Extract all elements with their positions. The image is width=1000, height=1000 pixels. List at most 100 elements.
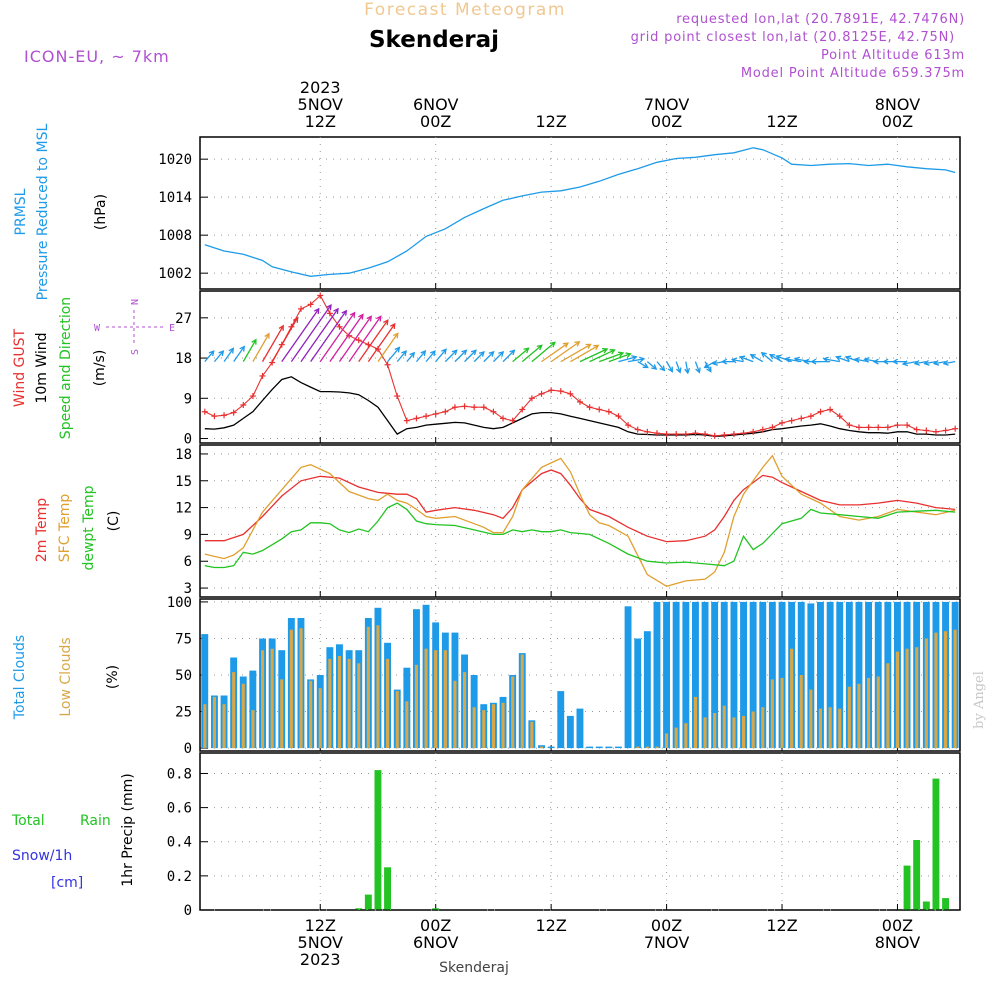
- wind-arrow-head: [264, 332, 270, 339]
- time-bottom-label: 8NOV: [875, 933, 920, 952]
- low-cloud-bar: [857, 683, 861, 749]
- temp-ytick-label: 18: [175, 447, 192, 463]
- wind-direction-arrow: [704, 361, 716, 368]
- low-cloud-bar: [953, 629, 957, 749]
- total-cloud-bar: [566, 715, 574, 749]
- precip-axis-label: 1hr Precip (mm): [120, 773, 136, 886]
- wind-direction-arrow: [406, 352, 415, 363]
- precip-ytick-label: 0.2: [167, 869, 192, 885]
- credit-watermark: by Angel: [972, 671, 987, 729]
- wind-direction-arrow: [367, 323, 396, 363]
- wind-arrow-head: [793, 356, 801, 363]
- wind-arrow-head: [478, 350, 485, 357]
- temperature-plot: [204, 454, 956, 588]
- wind-arrow-head: [775, 354, 782, 361]
- wind-arrow-head: [366, 315, 372, 322]
- total-cloud-bar: [807, 603, 815, 749]
- wind-arrow-head: [651, 364, 658, 370]
- wind-arrow-head: [706, 366, 712, 373]
- wind-direction-arrow: [656, 361, 665, 371]
- wind-panel: 0 9 18 27: [175, 290, 961, 448]
- low-cloud-bar: [241, 683, 245, 749]
- wind-arrow-head: [913, 359, 920, 366]
- wind-arrow-head: [932, 359, 940, 366]
- wind-direction-arrow: [550, 341, 580, 363]
- low-cloud-bar: [867, 677, 871, 749]
- time-top-label: 7NOV: [644, 95, 689, 114]
- wind-arrow-head: [420, 350, 427, 357]
- wind-direction-arrow: [776, 355, 792, 363]
- wind-arrow-head: [844, 355, 852, 362]
- time-bottom-label: 00Z: [420, 916, 451, 935]
- wind-arrow-head: [470, 349, 477, 356]
- time-top-label: 12Z: [305, 112, 336, 131]
- wind-arrow-head: [376, 315, 382, 322]
- pressure-grid: [200, 137, 960, 289]
- wind-direction-arrow: [213, 350, 224, 363]
- wind-arrow-head: [721, 358, 728, 365]
- temp-ytick-label: 3: [184, 581, 192, 597]
- model-altitude: Model Point Altitude 659.375m: [741, 66, 965, 81]
- wind-ytick-label: 0: [184, 432, 192, 448]
- wind-arrow-head: [208, 350, 215, 357]
- total-cloud-bar: [874, 601, 882, 749]
- low-clouds-label: Low Clouds: [58, 637, 74, 716]
- low-cloud-bar: [915, 647, 919, 748]
- wind-arrow-head: [585, 343, 592, 350]
- wind-direction-arrow: [204, 350, 215, 363]
- clouds-plot: [201, 601, 959, 749]
- wind-direction-arrow: [531, 341, 556, 363]
- wind-direction-arrow: [608, 353, 631, 363]
- time-top-label: 5NOV: [298, 95, 343, 114]
- total-cloud-bar: [547, 746, 555, 749]
- wind-arrow-head: [383, 319, 389, 326]
- wind-arrow-head: [409, 351, 416, 358]
- low-cloud-bar: [847, 686, 851, 749]
- wind-direction-arrow: [310, 310, 347, 363]
- low-cloud-bar: [655, 746, 659, 749]
- low-cloud-bar: [751, 711, 755, 748]
- wind-direction-arrow: [903, 360, 917, 365]
- wind-arrow-head: [292, 316, 299, 323]
- wind-direction-arrow: [836, 356, 850, 363]
- wind-arrow-head: [760, 351, 767, 358]
- total-cloud-bar: [701, 601, 709, 749]
- wind-arrow-head: [625, 352, 632, 358]
- temp-ytick-label: 15: [175, 474, 192, 490]
- precip-panel: 0 0.2 0.4 0.6 0.8: [167, 752, 961, 919]
- wind-direction-arrow: [492, 351, 504, 363]
- low-cloud-bar: [905, 648, 909, 749]
- low-cloud-bar: [318, 688, 322, 749]
- rain-bar: [374, 770, 382, 910]
- time-top-label: 2023: [300, 78, 341, 97]
- low-cloud-bar: [684, 723, 688, 748]
- pressure-label: Pressure Reduced to MSL: [35, 123, 51, 300]
- low-cloud-bar: [924, 638, 928, 749]
- wind-direction-arrow: [694, 361, 700, 373]
- rain-label: Rain: [80, 813, 111, 829]
- total-cloud-bar: [826, 601, 834, 749]
- low-cloud-bar: [376, 625, 380, 749]
- wind-arrow-head: [853, 356, 861, 363]
- gridpoint-coords: grid point closest lon,lat (20.8125E, 42…: [631, 30, 955, 45]
- snow-label: Snow/1h: [12, 848, 72, 864]
- temp-unit: (C): [106, 511, 122, 532]
- wind-arrow-head: [863, 356, 870, 363]
- wind-arrow-head: [901, 360, 909, 367]
- low-cloud-bar: [270, 648, 274, 749]
- wind-direction-arrow: [823, 358, 840, 363]
- total-cloud-bar: [711, 601, 719, 749]
- temp-ytick-label: 9: [184, 527, 192, 543]
- requested-coords: requested lon,lat (20.7891E, 42.7476N): [676, 12, 965, 27]
- clouds-panel: 0 25 50 75 100: [167, 595, 961, 757]
- time-bottom-label: 12Z: [305, 916, 336, 935]
- wind-arrow-head: [711, 359, 718, 366]
- speed-direction-label: Speed and Direction: [58, 297, 74, 439]
- time-top-label: 12Z: [766, 112, 797, 131]
- wind-arrow-head: [730, 357, 738, 364]
- wind-speed-line: [204, 376, 956, 437]
- wind-direction-arrow: [252, 333, 270, 362]
- wind-arrow-head: [609, 349, 616, 355]
- pressure-panel-frame: [199, 136, 961, 290]
- low-cloud-bar: [309, 680, 313, 748]
